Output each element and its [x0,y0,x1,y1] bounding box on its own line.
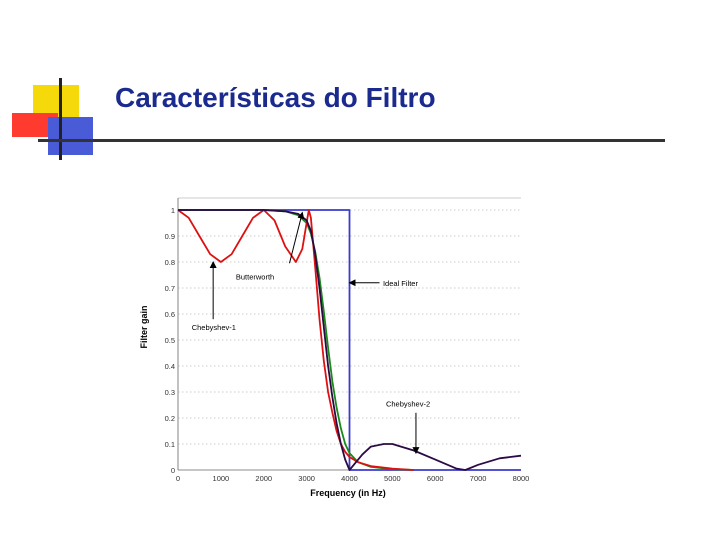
plot-area [178,200,523,470]
series-line-chebyshev-1 [177,209,414,471]
y-tick-label: 0.6 [165,310,175,319]
x-axis-label: Frequency (in Hz) [310,488,386,498]
x-tick-label: 1000 [213,474,230,483]
x-tick-label: 0 [176,474,180,483]
y-axis-label: Filter gain [139,305,149,348]
y-tick-label: 0.3 [165,388,175,397]
x-tick-label: 3000 [298,474,315,483]
y-tick-label: 0.8 [165,258,175,267]
x-tick-label: 5000 [384,474,401,483]
decor-vertical-line [59,78,62,160]
slide-title: Características do Filtro [115,82,436,113]
annotation-arrow-butterworth [288,211,305,264]
annotation-label-chebyshev-2: Chebyshev-2 [386,400,430,409]
annotation-label-butterworth: Butterworth [236,272,274,281]
y-tick-label: 0 [171,466,175,475]
y-tick-label: 0.1 [165,440,175,449]
y-tick-label: 0.5 [165,336,175,345]
x-tick-label: 2000 [255,474,272,483]
y-tick-label: 1 [171,206,175,215]
decor-blue-square [48,117,93,155]
y-tick-label: 0.2 [165,414,175,423]
annotation-label-ideal-filter: Ideal Filter [383,279,419,288]
y-tick-label: 0.7 [165,284,175,293]
x-tick-label: 8000 [513,474,530,483]
annotation-label-chebyshev-1: Chebyshev-1 [192,323,236,332]
x-tick-label: 4000 [341,474,358,483]
x-tick-label: 6000 [427,474,444,483]
y-tick-label: 0.4 [165,362,175,371]
title-underline [38,139,665,142]
series-line-chebyshev-2 [178,209,522,471]
y-tick-label: 0.9 [165,232,175,241]
x-tick-label: 7000 [470,474,487,483]
